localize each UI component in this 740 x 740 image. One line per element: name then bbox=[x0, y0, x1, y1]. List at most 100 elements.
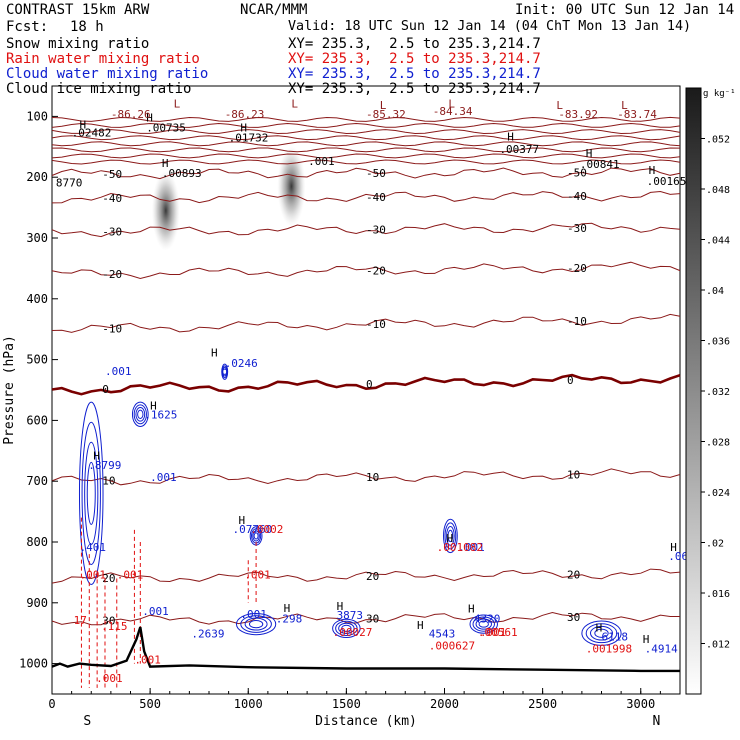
cloud-ice-core-1 bbox=[277, 146, 306, 227]
value-label-14: 8770 bbox=[56, 176, 83, 189]
high-marker-5: H bbox=[586, 147, 593, 160]
cloud-water-contour-8-0 bbox=[581, 620, 622, 646]
isotherm-label--10-2: -10 bbox=[567, 315, 587, 328]
colorbar-tick-label-1: .048 bbox=[706, 185, 730, 196]
value-label-11: .00165 bbox=[647, 175, 687, 188]
high-marker-17: H bbox=[596, 621, 603, 634]
field-cloudwater-xy: XY= 235.3, 2.5 to 235.3,214.7 bbox=[288, 66, 541, 82]
cloud-water-contour-6-1 bbox=[335, 620, 358, 636]
value-label-34: .001082 bbox=[437, 541, 483, 554]
isotherm-20 bbox=[51, 568, 681, 584]
isotherm-label-30-0: 30 bbox=[102, 615, 115, 628]
high-marker-11: H bbox=[446, 532, 453, 545]
high-marker-7: H bbox=[211, 347, 218, 360]
isotherm-10 bbox=[51, 468, 681, 486]
upper-isotherm-145 bbox=[51, 141, 681, 147]
colorbar-tick-label-7: .024 bbox=[706, 488, 730, 499]
field-cloudwater-name: Cloud water mixing ratio bbox=[6, 66, 209, 82]
value-label-5: -83.74 bbox=[617, 108, 657, 121]
isotherm-label--40-0: -40 bbox=[102, 192, 122, 205]
y-tick-label-700: 700 bbox=[26, 474, 48, 488]
value-label-10: .00841 bbox=[580, 158, 620, 171]
value-label-46: .115 bbox=[101, 620, 128, 633]
value-label-24: .001 bbox=[142, 605, 169, 618]
isotherm-label--30-1: -30 bbox=[366, 223, 386, 236]
cloud-water-contour-1-2 bbox=[135, 407, 146, 422]
isotherm-label-10-2: 10 bbox=[567, 469, 580, 482]
header-init: Init: 00 UTC Sun 12 Jan 14 bbox=[515, 2, 735, 18]
upper-isotherm-105 bbox=[51, 116, 681, 122]
value-label-25: .001 bbox=[240, 608, 267, 621]
cloud-water-contour-5-0 bbox=[235, 612, 277, 636]
isotherm--10 bbox=[51, 313, 681, 333]
cloud-water-contour-2-0 bbox=[221, 363, 229, 380]
isotherm-label--20-1: -20 bbox=[366, 264, 386, 277]
upper-isotherm-125 bbox=[51, 129, 681, 135]
cloud-water-contour-4-2 bbox=[446, 526, 455, 546]
value-label-31: 6118 bbox=[602, 630, 629, 643]
colorbar-tick-label-0: .052 bbox=[706, 135, 730, 146]
high-marker-6: H bbox=[649, 164, 656, 177]
upper-isotherm-135 bbox=[51, 135, 681, 141]
low-marker-2: L bbox=[380, 99, 387, 112]
value-label-1: -86.23 bbox=[225, 108, 265, 121]
value-label-27: 3873 bbox=[337, 609, 364, 622]
isotherm-label--10-1: -10 bbox=[366, 318, 386, 331]
high-marker-13: H bbox=[284, 602, 291, 615]
value-label-30: .2639 bbox=[191, 627, 224, 640]
header-fcst-value: 18 h bbox=[70, 19, 104, 35]
cloud-water-contour-7-1 bbox=[472, 616, 495, 632]
isotherm-label-10-0: 10 bbox=[102, 475, 115, 488]
value-label-2: -85.32 bbox=[366, 108, 406, 121]
value-label-43: .00561 bbox=[478, 626, 518, 639]
isotherm-label--20-0: -20 bbox=[102, 268, 122, 281]
x-tick-label-0: 0 bbox=[48, 697, 55, 711]
cloud-water-contour-4-3 bbox=[447, 529, 454, 543]
cloud-water-contour-0-2 bbox=[84, 441, 99, 545]
x-tick-label-1500: 1500 bbox=[332, 697, 361, 711]
isotherm-label-30-1: 30 bbox=[366, 613, 379, 626]
y-tick-label-500: 500 bbox=[26, 353, 48, 367]
value-label-45: 17 bbox=[74, 614, 87, 627]
y-tick-label-1000: 1000 bbox=[19, 657, 48, 671]
low-marker-4: L bbox=[556, 99, 563, 112]
isotherm-label-0-2: 0 bbox=[567, 374, 574, 387]
high-marker-18: H bbox=[643, 633, 650, 646]
isotherm-label--30-0: -30 bbox=[102, 226, 122, 239]
cloud-water-contour-0-0 bbox=[78, 401, 104, 586]
cloud-water-contour-7-3 bbox=[478, 620, 489, 628]
header-valid: Valid: 18 UTC Sun 12 Jan 14 (04 ChT Mon … bbox=[288, 19, 692, 34]
cloud-water-contour-1-1 bbox=[133, 404, 147, 425]
cloud-water-contour-0-1 bbox=[81, 421, 101, 565]
colorbar-tick-label-10: .012 bbox=[706, 640, 730, 651]
upper-isotherm-155 bbox=[51, 147, 681, 153]
value-label-44: .001998 bbox=[586, 643, 632, 656]
x-tick-label-2500: 2500 bbox=[528, 697, 557, 711]
cloud-water-contour-4-1 bbox=[444, 522, 457, 550]
value-label-6: .02482 bbox=[72, 126, 112, 139]
colorbar-tick-label-6: .028 bbox=[706, 438, 730, 449]
isotherm-label--40-1: -40 bbox=[366, 191, 386, 204]
cloud-ice-core-0 bbox=[151, 170, 180, 251]
colorbar-tick-label-4: .036 bbox=[706, 337, 730, 348]
high-marker-2: H bbox=[240, 122, 247, 135]
x-tick-label-500: 500 bbox=[139, 697, 161, 711]
cloud-water-contour-5-1 bbox=[240, 615, 272, 633]
low-marker-5: L bbox=[621, 99, 628, 112]
value-label-7: .00735 bbox=[146, 122, 186, 135]
value-label-18: .8799 bbox=[88, 459, 121, 472]
y-tick-label-800: 800 bbox=[26, 535, 48, 549]
cloud-water-contour-3-2 bbox=[252, 530, 260, 542]
cloud-water-contour-3-3 bbox=[253, 532, 259, 540]
cloud-water-contour-7-0 bbox=[469, 614, 498, 634]
value-label-29: 4320 bbox=[474, 612, 501, 625]
isotherm-label--10-0: -10 bbox=[102, 322, 122, 335]
high-marker-10: H bbox=[238, 514, 245, 527]
y-tick-label-200: 200 bbox=[26, 170, 48, 184]
colorbar bbox=[685, 87, 702, 695]
value-label-3: -84.34 bbox=[433, 105, 473, 118]
value-label-42: .000627 bbox=[429, 640, 475, 653]
low-marker-3: L bbox=[448, 97, 455, 110]
upper-isotherm-115 bbox=[51, 122, 681, 128]
value-label-38: .001 bbox=[480, 626, 507, 639]
